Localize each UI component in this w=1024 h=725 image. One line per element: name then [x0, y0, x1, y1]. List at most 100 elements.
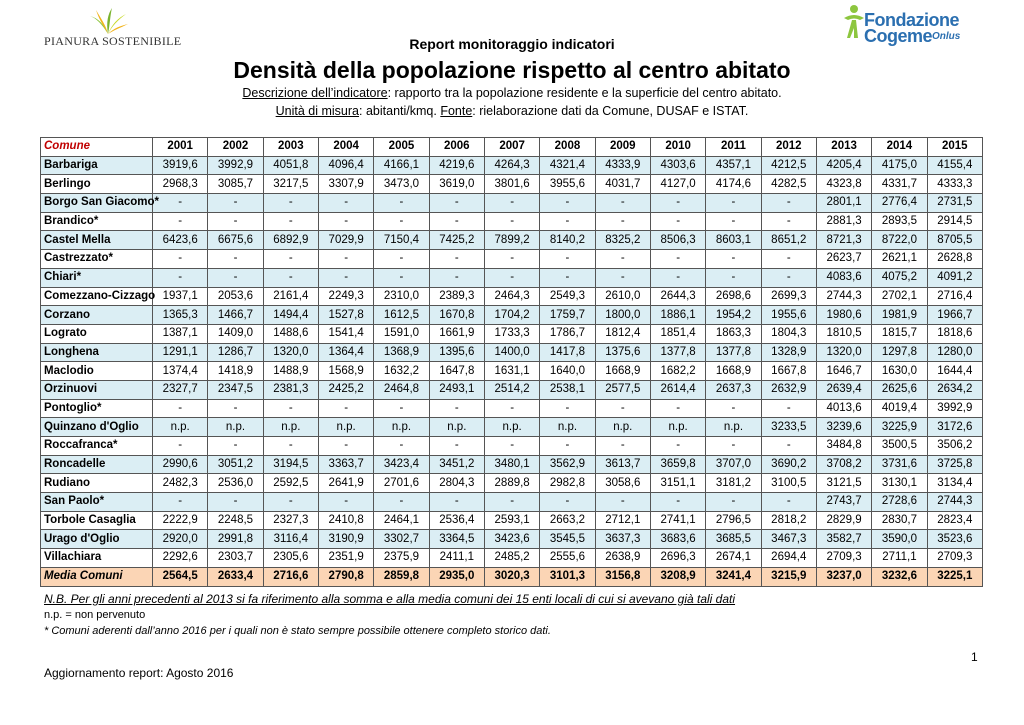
density-value-cell: 1400,0 [483, 342, 541, 363]
density-value-cell: 1368,9 [373, 342, 430, 363]
density-value-cell: - [594, 249, 651, 269]
density-value-cell: 2248,5 [207, 510, 264, 531]
density-value-cell: 2621,1 [871, 249, 928, 269]
comune-name-cell: Longhena [40, 342, 153, 363]
density-value-cell: - [428, 193, 485, 213]
sun-leaf-icon [90, 8, 128, 34]
density-value-cell: 2549,3 [539, 286, 596, 307]
density-value-cell: - [207, 492, 264, 512]
density-value-cell: 4155,4 [926, 155, 984, 176]
density-value-cell: 2744,3 [926, 492, 984, 512]
density-value-cell: - [428, 398, 485, 419]
density-value-cell: 3172,6 [926, 417, 984, 437]
density-value-cell: - [207, 211, 264, 232]
logo-onlus-text: Onlus [932, 31, 961, 42]
density-value-cell: 2327,3 [262, 510, 319, 531]
density-value-cell: 1804,3 [760, 323, 817, 344]
density-value-cell: - [207, 193, 264, 213]
density-value-cell: 2712,1 [594, 510, 651, 531]
indicator-description: Descrizione dell’indicatore: rapporto tr… [0, 86, 1024, 100]
density-value-cell: 2801,1 [815, 193, 873, 213]
density-value-cell: - [649, 211, 707, 232]
density-value-cell: 2889,8 [483, 473, 541, 494]
density-value-cell: - [151, 436, 209, 456]
density-value-cell: 2990,6 [151, 454, 209, 475]
density-value-cell: 2464,3 [483, 286, 541, 307]
density-value-cell: 2776,4 [871, 193, 928, 213]
pianura-sostenibile-logo: PIANURA SOSTENIBILE [44, 6, 181, 48]
average-value-cell: 3225,1 [926, 566, 984, 587]
density-value-cell: - [373, 267, 430, 288]
density-value-cell: - [760, 398, 817, 419]
density-value-cell: - [705, 436, 762, 456]
density-value-cell: 3085,7 [207, 174, 264, 195]
density-value-cell: 3637,3 [594, 529, 651, 550]
density-value-cell: 2610,0 [594, 286, 651, 307]
density-value-cell: 2536,0 [207, 473, 264, 494]
density-value-cell: 8506,3 [649, 230, 707, 251]
table-row: Barbariga 3919,6 3992,9 4051,8 4096,4 4166,1 4… [40, 155, 984, 176]
density-value-cell: 8140,2 [539, 230, 596, 251]
density-value-cell: 2425,2 [317, 379, 375, 400]
density-value-cell: - [705, 492, 762, 512]
column-header-year: 2001 [151, 137, 209, 157]
density-value-cell: 4127,0 [649, 174, 707, 195]
density-value-cell: 1568,9 [317, 361, 375, 381]
density-value-cell: 3992,9 [207, 155, 264, 176]
average-value-cell: 2859,8 [373, 566, 430, 587]
density-value-cell: 2796,5 [705, 510, 762, 531]
density-value-cell: 4219,6 [428, 155, 485, 176]
density-value-cell: 3363,7 [317, 454, 375, 475]
table-row: Comezzano-Cizzago 1937,1 2053,6 2161,4 2249,… [40, 286, 984, 307]
density-value-cell: 3233,5 [760, 417, 817, 437]
density-value-cell: 4174,6 [705, 174, 762, 195]
density-value-cell: 8722,0 [871, 230, 928, 251]
density-value-cell: 1966,7 [926, 305, 984, 325]
comune-name-cell: Lograto [40, 323, 153, 344]
density-value-cell: 2920,0 [151, 529, 209, 550]
column-header-year: 2002 [207, 137, 264, 157]
footer-update: Aggiornamento report: Agosto 2016 [44, 666, 234, 680]
density-value-cell: 1704,2 [483, 305, 541, 325]
density-value-cell: 2389,3 [428, 286, 485, 307]
density-value-cell: - [705, 193, 762, 213]
density-value-cell: 1612,5 [373, 305, 430, 325]
table-row: Roccafranca* - - - - - - - - - - - -3484,8 3500,5 3506… [40, 436, 984, 456]
column-header-year: 2015 [926, 137, 984, 157]
density-value-cell: - [262, 211, 319, 232]
density-value-cell: 3364,5 [428, 529, 485, 550]
density-value-cell: 2743,7 [815, 492, 873, 512]
density-value-cell: - [428, 492, 485, 512]
density-value-cell: 4264,3 [483, 155, 541, 176]
density-value-cell: 2592,5 [262, 473, 319, 494]
density-value-cell: - [649, 436, 707, 456]
density-value-cell: 4357,1 [705, 155, 762, 176]
density-value-cell: 2982,8 [539, 473, 596, 494]
density-value-cell: 2327,7 [151, 379, 209, 400]
density-value-cell: 2614,4 [649, 379, 707, 400]
density-value-cell: 2731,5 [926, 193, 984, 213]
density-value-cell: 1409,0 [207, 323, 264, 344]
comune-name-cell: Castel Mella [40, 230, 153, 251]
density-value-cell: 7425,2 [428, 230, 485, 251]
average-label-cell: Media Comuni [40, 566, 153, 587]
density-value-cell: 1418,9 [207, 361, 264, 381]
density-value-cell: 1466,7 [207, 305, 264, 325]
density-value-cell: 2410,8 [317, 510, 375, 531]
density-value-cell: - [483, 267, 541, 288]
density-value-cell: 1527,8 [317, 305, 375, 325]
density-value-cell: 2375,9 [373, 548, 430, 568]
density-value-cell: 3582,7 [815, 529, 873, 550]
density-value-cell: - [483, 398, 541, 419]
logo-cogeme-text: Cogeme [864, 26, 933, 46]
density-value-cell: 1667,8 [760, 361, 817, 381]
density-value-cell: 4075,2 [871, 267, 928, 288]
density-value-cell: 3484,8 [815, 436, 873, 456]
average-value-cell: 3208,9 [649, 566, 707, 587]
density-value-cell: 2641,9 [317, 473, 375, 494]
density-value-cell: 4051,8 [262, 155, 319, 176]
density-value-cell: 3659,8 [649, 454, 707, 475]
comune-name-cell: Rudiano [40, 473, 153, 494]
density-value-cell: 1395,6 [428, 342, 485, 363]
density-value-cell: 1377,8 [705, 342, 762, 363]
